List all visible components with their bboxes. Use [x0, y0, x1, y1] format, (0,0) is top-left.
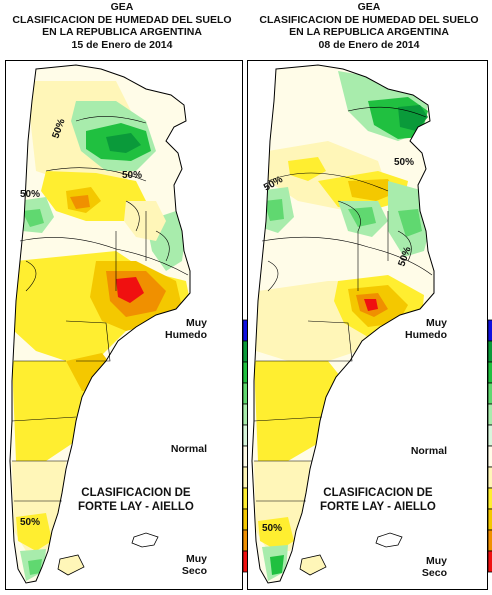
left-map-header: GEA CLASIFICACION DE HUMEDAD DEL SUELO E…: [0, 1, 244, 51]
left-header-date: 15 de Enero de 2014: [71, 38, 173, 51]
left-map-panel: 50% 50% 50% 50% Muy Humedo Normal Muy Se…: [5, 60, 264, 590]
right-map-panel: 50% 50% 50% 50% Muy Humedo Normal Muy Se…: [247, 60, 492, 590]
right-header-line-3: EN LA REPUBLICA ARGENTINA: [289, 26, 449, 38]
right-legend-top-label: Muy Humedo: [405, 317, 447, 341]
legend-swatch-muy-seco: [487, 550, 492, 573]
right-contour-label-d: 50%: [262, 523, 282, 534]
left-map-svg: 50% 50% 50% 50%: [9, 64, 191, 584]
left-contour-label-c: 50%: [20, 189, 40, 200]
legend-swatch-humedo-2: [487, 403, 492, 426]
legend-swatch-seco-3: [487, 508, 492, 531]
right-header-date: 08 de Enero de 2014: [318, 38, 420, 51]
right-legend-middle-label: Normal: [410, 445, 447, 457]
right-legend-scale: [487, 319, 492, 573]
legend-swatch-normal: [487, 445, 492, 468]
right-contour-label-a: 50%: [394, 157, 414, 168]
left-legend-top-label: Muy Humedo: [165, 317, 207, 341]
left-header-line-1: GEA: [110, 1, 134, 13]
legend-swatch-muy-humedo: [487, 319, 492, 342]
left-legend-middle-label: Normal: [170, 443, 207, 455]
legend-swatch-humedo-4: [487, 361, 492, 384]
left-classification-label: CLASIFICACION DE FORTE LAY - AIELLO: [78, 487, 194, 513]
legend-swatch-humedo-1: [487, 424, 492, 447]
left-header-line-2: CLASIFICACION DE HUMEDAD DEL SUELO: [12, 13, 232, 26]
left-contour-label-b: 50%: [122, 170, 142, 181]
left-contour-label-d: 50%: [20, 517, 40, 528]
left-header-line-3: EN LA REPUBLICA ARGENTINA: [42, 26, 202, 38]
right-map-header: GEA CLASIFICACION DE HUMEDAD DEL SUELO E…: [246, 1, 492, 51]
legend-swatch-seco-4: [487, 529, 492, 552]
right-classification-label: CLASIFICACION DE FORTE LAY - AIELLO: [320, 487, 436, 513]
right-legend-bottom-label: Muy Seco: [421, 555, 447, 579]
legend-swatch-humedo-3: [487, 382, 492, 405]
right-map-svg: 50% 50% 50% 50%: [251, 64, 435, 584]
right-header-line-1: GEA: [357, 1, 381, 13]
legend-swatch-seco-1: [487, 466, 492, 489]
legend-swatch-seco-2: [487, 487, 492, 510]
right-header-line-2: CLASIFICACION DE HUMEDAD DEL SUELO: [259, 13, 479, 26]
legend-swatch-humedo-5: [487, 340, 492, 363]
left-legend-bottom-label: Muy Seco: [181, 553, 207, 577]
